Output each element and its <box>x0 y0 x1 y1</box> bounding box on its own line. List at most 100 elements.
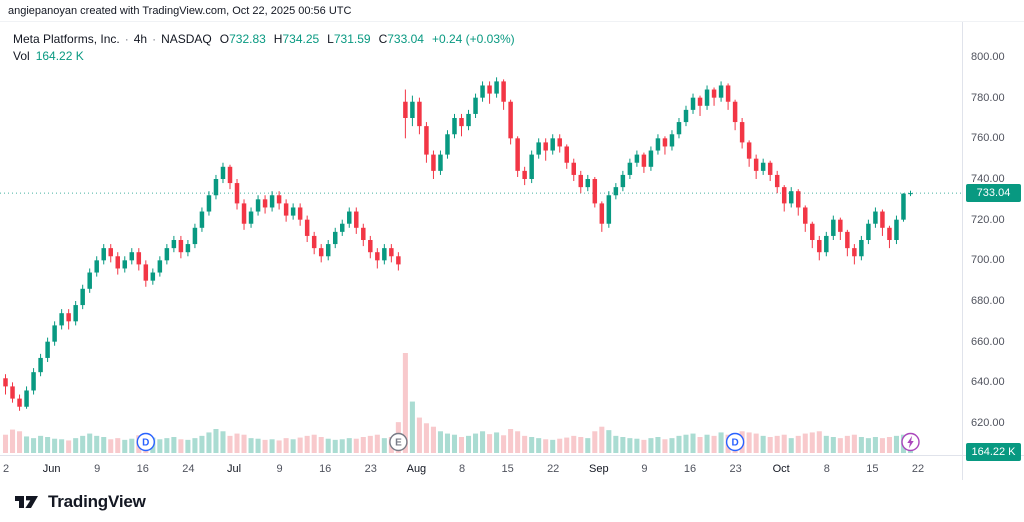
candle <box>459 118 464 127</box>
interval-label[interactable]: 4h <box>133 31 148 46</box>
price-axis-label: 760.00 <box>971 132 1005 145</box>
candle <box>52 325 57 342</box>
volume-bar <box>38 435 44 453</box>
tradingview-logo-icon[interactable] <box>14 492 40 512</box>
candle <box>704 89 710 106</box>
volume-bar <box>613 435 619 453</box>
volume-bar <box>423 423 429 453</box>
volume-bar <box>360 437 366 453</box>
volume-bar <box>620 437 626 453</box>
volume-bar <box>213 429 219 453</box>
candle <box>45 341 50 358</box>
candle <box>262 199 268 208</box>
time-axis-label: Oct <box>772 463 790 475</box>
candle <box>831 219 836 236</box>
price-axis[interactable]: 733.04 164.22 K 800.00 780.00 760.00 740.00… <box>962 22 1024 480</box>
time-axis[interactable]: 2 Jun 9 16 24 Jul 9 16 23 Aug 8 15 22 Sep 9 16 23 Oct 8 15 2… <box>0 455 1024 482</box>
candle <box>410 101 415 118</box>
candle <box>620 174 626 188</box>
volume-bar <box>101 437 107 453</box>
footer: TradingView <box>0 481 1024 522</box>
volume-bar <box>508 429 514 453</box>
volume-bar <box>311 434 317 453</box>
time-axis-label: 8 <box>458 463 466 475</box>
candle <box>739 122 745 143</box>
volume-bar <box>122 439 128 453</box>
volume-bar <box>578 437 584 453</box>
dividend-marker[interactable]: D <box>136 432 156 452</box>
candle <box>838 219 843 232</box>
volume-bar <box>697 437 703 453</box>
candle <box>753 158 759 171</box>
candle <box>536 142 541 155</box>
close-label: C <box>378 31 388 46</box>
volume-bar <box>718 432 724 453</box>
candle <box>361 227 366 240</box>
candle <box>431 154 436 171</box>
candle <box>80 288 85 306</box>
volume-bar <box>487 434 493 453</box>
candle <box>564 146 569 163</box>
symbol-name[interactable]: Meta Platforms, Inc. <box>13 31 120 46</box>
flash-marker[interactable] <box>901 432 920 452</box>
candle <box>382 248 387 261</box>
price-axis-label: 660.00 <box>971 335 1005 348</box>
candle <box>599 203 605 224</box>
candle <box>24 390 29 407</box>
volume-bar <box>234 433 240 453</box>
volume-bar <box>851 434 857 453</box>
candle <box>767 162 773 175</box>
time-axis-label: 9 <box>641 463 648 475</box>
volume-bar <box>115 438 121 453</box>
time-axis-label: 16 <box>319 463 332 475</box>
candle <box>817 240 822 253</box>
high-value: 734.25 <box>282 31 320 46</box>
candle <box>571 162 576 175</box>
volume-bar <box>325 438 331 453</box>
volume-bar <box>893 435 899 453</box>
volume-bar <box>87 433 93 453</box>
candle <box>466 113 471 127</box>
candle <box>347 211 352 224</box>
volume-bar <box>59 439 65 453</box>
low-label: L <box>327 31 334 46</box>
candle <box>655 138 661 151</box>
volume-bar <box>760 435 766 453</box>
candle <box>318 248 324 257</box>
price-axis-label: 620.00 <box>971 417 1005 429</box>
candle <box>101 248 106 261</box>
candle <box>66 313 71 322</box>
candle <box>683 109 689 123</box>
candle <box>332 231 338 245</box>
candle <box>487 85 492 94</box>
volume-bar <box>550 439 556 453</box>
candle <box>368 240 373 253</box>
volume-bar <box>809 432 815 453</box>
volume-bar <box>522 435 528 453</box>
candle <box>894 219 899 240</box>
volume-bar <box>255 438 261 453</box>
candle <box>445 134 450 155</box>
earnings-marker[interactable]: E <box>389 432 408 452</box>
tradingview-wordmark[interactable]: TradingView <box>48 491 146 511</box>
volume-bar <box>466 435 472 453</box>
candle <box>634 154 640 163</box>
volume-bar <box>634 438 640 453</box>
candle <box>781 187 787 204</box>
candle <box>697 97 703 106</box>
volume-bar <box>430 426 436 453</box>
dividend-marker[interactable]: D <box>725 432 745 452</box>
price-axis-label: 720.00 <box>971 213 1005 226</box>
candle <box>880 211 885 228</box>
candle <box>887 227 892 240</box>
candle <box>87 272 92 289</box>
candle <box>206 195 212 212</box>
candle <box>522 170 527 179</box>
volume-bar <box>80 435 86 453</box>
volume-bar <box>374 434 380 453</box>
volume-bar <box>17 431 23 453</box>
candle <box>859 240 864 257</box>
time-axis-label: 16 <box>683 463 697 475</box>
candle <box>213 179 219 196</box>
